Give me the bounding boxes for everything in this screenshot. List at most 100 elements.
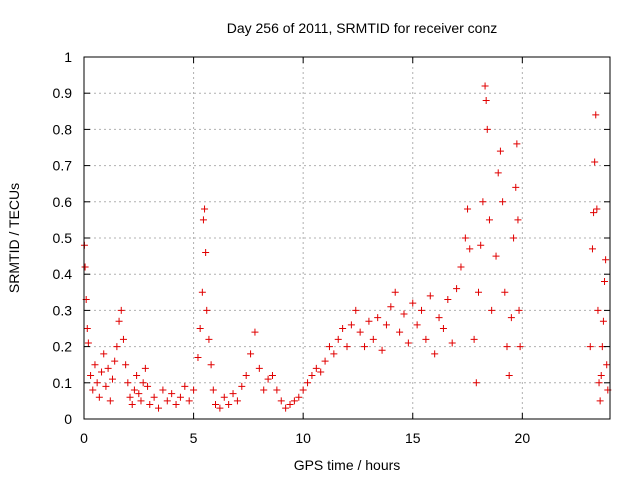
data-point — [130, 386, 138, 394]
data-point — [106, 397, 114, 405]
data-point — [479, 198, 487, 206]
data-point — [255, 364, 263, 372]
data-point — [347, 321, 355, 329]
axis-ticks: 00.10.20.30.40.50.60.70.80.910 5 10 15 20 — [53, 49, 610, 446]
y-tick-label: 0 — [64, 411, 72, 427]
data-point — [457, 263, 465, 271]
data-point — [361, 343, 369, 351]
data-point — [87, 372, 95, 380]
data-point — [233, 397, 241, 405]
data-point — [596, 397, 604, 405]
data-point — [602, 256, 610, 264]
data-point — [122, 361, 130, 369]
data-point — [229, 390, 237, 398]
data-point — [378, 346, 386, 354]
data-point — [464, 205, 472, 213]
data-point — [247, 350, 255, 358]
data-point — [496, 147, 504, 155]
y-tick-label: 0.3 — [53, 302, 73, 318]
data-point — [400, 310, 408, 318]
data-point — [135, 390, 143, 398]
data-point — [282, 404, 290, 412]
data-point — [199, 216, 207, 224]
x-axis-label: GPS time / hours — [294, 457, 401, 473]
data-point — [83, 325, 91, 332]
y-tick-label: 0.8 — [53, 121, 73, 137]
y-tick-label: 0.6 — [53, 194, 73, 210]
data-point — [273, 386, 281, 394]
x-tick-label: 20 — [515, 430, 531, 446]
data-point — [290, 397, 298, 405]
data-point — [176, 393, 184, 401]
data-point — [448, 339, 456, 347]
data-point — [590, 209, 598, 217]
data-point — [98, 368, 106, 376]
data-point — [242, 372, 250, 380]
data-point — [93, 379, 101, 387]
data-point — [513, 140, 521, 148]
data-point — [194, 353, 202, 361]
data-point — [325, 343, 333, 351]
data-point — [203, 306, 211, 314]
data-point — [128, 401, 136, 409]
y-tick-label: 0.2 — [53, 339, 73, 355]
data-point — [146, 401, 154, 409]
data-point — [505, 372, 513, 380]
data-point — [144, 382, 152, 390]
data-point — [84, 339, 92, 347]
data-point — [100, 350, 108, 358]
data-point — [115, 317, 123, 325]
data-point — [225, 401, 233, 409]
data-point — [113, 343, 121, 351]
data-point — [418, 306, 426, 314]
data-point — [108, 375, 116, 383]
data-point — [238, 382, 246, 390]
data-point — [461, 234, 469, 242]
data-point — [111, 357, 119, 365]
y-tick-label: 0.5 — [53, 230, 73, 246]
data-point — [603, 361, 611, 369]
data-point — [150, 393, 158, 401]
data-point — [413, 321, 421, 329]
data-point — [599, 317, 607, 325]
data-marks — [80, 82, 612, 412]
data-point — [104, 364, 112, 372]
data-point — [196, 325, 204, 332]
data-point — [492, 252, 500, 260]
data-point — [466, 245, 474, 253]
data-point — [503, 343, 511, 351]
x-tick-label: 15 — [405, 430, 421, 446]
data-point — [330, 350, 338, 358]
data-point — [404, 339, 412, 347]
data-point — [516, 343, 524, 351]
data-point — [317, 368, 325, 376]
data-point — [168, 390, 176, 398]
data-point — [264, 375, 272, 383]
data-point — [185, 397, 193, 405]
data-point — [382, 321, 390, 329]
data-point — [172, 401, 180, 409]
data-point — [586, 343, 594, 351]
data-point — [477, 241, 485, 249]
data-point — [102, 382, 110, 390]
data-point — [515, 306, 523, 314]
data-point — [251, 328, 259, 336]
data-point — [591, 158, 599, 166]
data-point — [592, 111, 600, 119]
data-point — [155, 404, 163, 412]
data-point — [216, 404, 224, 412]
data-point — [387, 303, 395, 311]
data-point — [514, 216, 522, 224]
data-point — [426, 292, 434, 300]
data-point — [202, 248, 210, 256]
data-point — [510, 234, 518, 242]
data-point — [481, 82, 489, 90]
data-point — [444, 296, 452, 304]
data-point — [435, 314, 443, 322]
data-point — [356, 328, 364, 336]
y-tick-label: 0.9 — [53, 85, 73, 101]
data-point — [601, 277, 609, 285]
data-point — [494, 169, 502, 177]
data-point — [190, 386, 198, 394]
